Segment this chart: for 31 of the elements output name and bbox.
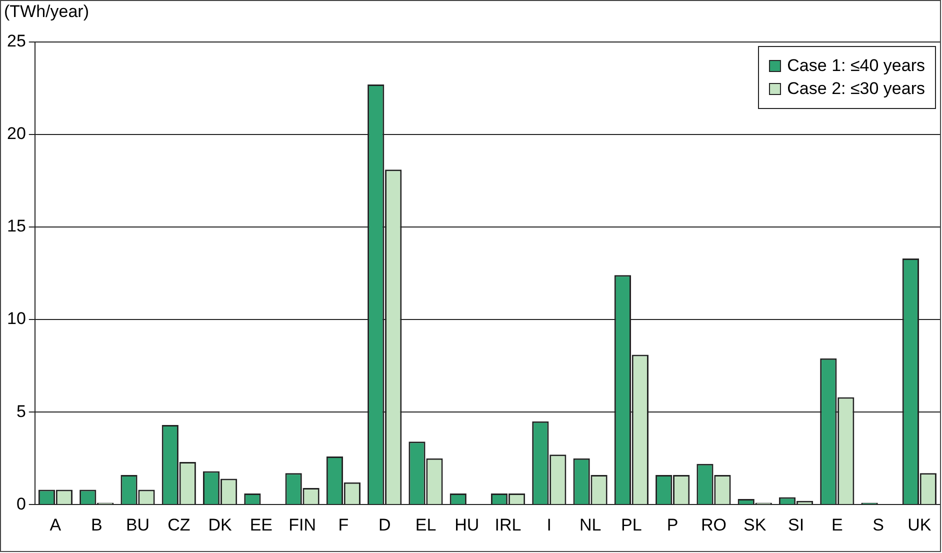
y-tick-label: 10 bbox=[6, 309, 26, 328]
x-tick-label: B bbox=[90, 515, 102, 534]
x-tick-label: SK bbox=[744, 515, 767, 534]
x-tick-label: RO bbox=[700, 515, 726, 534]
legend-label: Case 2: ≤30 years bbox=[787, 79, 925, 99]
x-tick-label: SI bbox=[788, 515, 804, 534]
x-tick-label: D bbox=[378, 515, 391, 534]
y-tick-label: 25 bbox=[6, 32, 26, 51]
x-tick-label: I bbox=[546, 515, 552, 534]
x-tick-label: HU bbox=[454, 515, 480, 534]
x-tick-label: FIN bbox=[288, 515, 316, 534]
y-tick-label: 0 bbox=[16, 494, 26, 514]
x-tick-label: F bbox=[338, 515, 349, 534]
legend-label: Case 1: ≤40 years bbox=[787, 56, 925, 76]
x-tick-label: E bbox=[831, 515, 843, 534]
y-axis-title: (TWh/year) bbox=[4, 2, 89, 22]
x-tick-label: DK bbox=[208, 515, 233, 534]
y-tick-label: 5 bbox=[16, 402, 26, 421]
x-tick-label: EL bbox=[415, 515, 436, 534]
y-tick-label: 15 bbox=[6, 216, 26, 236]
x-tick-label: P bbox=[666, 515, 678, 534]
x-tick-label: EE bbox=[250, 515, 273, 534]
x-tick-label: PL bbox=[621, 515, 642, 534]
x-tick-label: A bbox=[50, 515, 62, 534]
x-tick-label: IRL bbox=[494, 515, 522, 534]
x-tick-label: BU bbox=[126, 515, 150, 534]
x-tick-label: NL bbox=[579, 515, 602, 534]
x-tick-label: CZ bbox=[168, 515, 190, 534]
x-tick-label: S bbox=[872, 515, 884, 534]
x-tick-label: UK bbox=[908, 515, 932, 534]
y-tick-label: 20 bbox=[6, 124, 26, 144]
